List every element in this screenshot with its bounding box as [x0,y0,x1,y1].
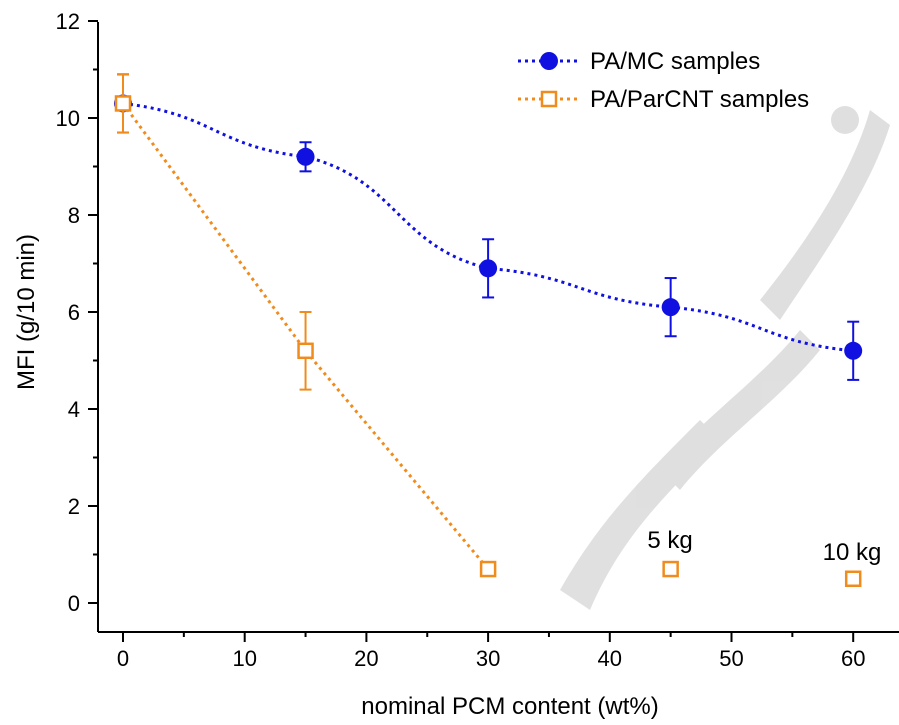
legend-label: PA/MC samples [590,48,760,75]
y-tick-label: 0 [68,591,80,616]
y-axis-title: MFI (g/10 min) [13,234,40,390]
annotation-label: 5 kg [647,527,692,554]
y-tick-label: 10 [56,106,80,131]
y-tick-label: 8 [68,203,80,228]
plot-area: 0 10 20 30 40 50 60 0 2 4 6 8 10 12 nominal PCM conten… [13,9,899,720]
series-line [122,101,854,353]
watermark [560,106,890,610]
x-tick-label: 0 [117,646,129,671]
data-point [296,147,315,166]
series-line [121,102,490,571]
x-tick-label: 20 [354,646,378,671]
x-tick-label: 30 [476,646,500,671]
x-tick-label: 50 [719,646,743,671]
data-point [844,341,863,360]
series-pa-parcnt [114,73,862,587]
data-point [662,560,679,578]
data-point [479,560,497,578]
data-point [479,259,498,278]
series-pa-mc [114,73,863,381]
annotation-label: 10 kg [823,539,882,566]
data-point [297,342,314,360]
y-tick-label: 2 [68,494,80,519]
x-tick-label: 60 [841,646,865,671]
x-tick-label: 40 [598,646,622,671]
x-tick-label: 10 [232,646,256,671]
y-tick-label: 6 [68,300,80,325]
data-point [844,570,862,587]
y-tick-label: 4 [68,397,80,422]
legend-marker [540,90,558,108]
legend-marker [540,52,558,70]
legend: PA/MC samples PA/ParCNT samples [518,48,809,113]
data-point [661,298,680,317]
legend-label: PA/ParCNT samples [590,86,809,113]
data-point [114,95,132,112]
y-tick-label: 12 [56,9,80,34]
x-axis-title: nominal PCM content (wt%) [361,693,658,720]
